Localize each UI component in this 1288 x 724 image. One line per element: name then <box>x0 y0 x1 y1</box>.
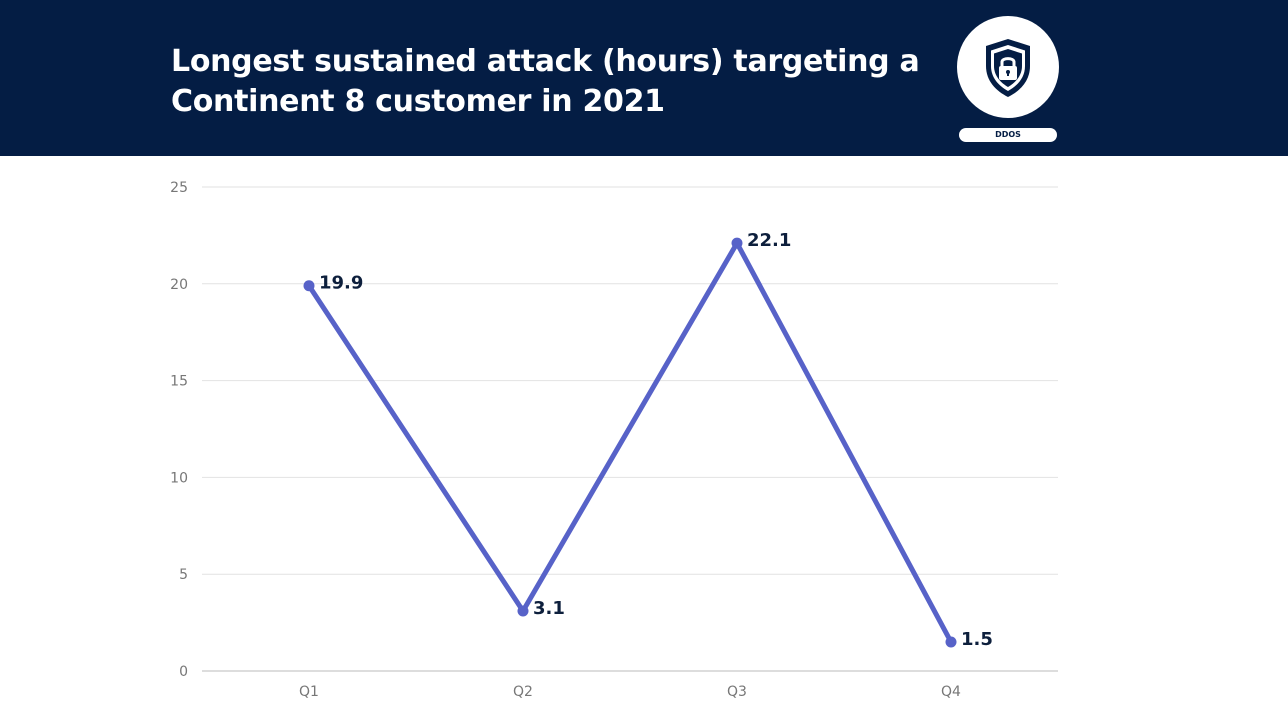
data-point <box>731 237 743 249</box>
x-tick-label: Q3 <box>727 684 747 700</box>
x-tick-label: Q1 <box>299 684 319 700</box>
badge-label: DDOS <box>959 128 1057 142</box>
header-banner: Longest sustained attack (hours) targeti… <box>0 0 1288 156</box>
y-tick-label: 5 <box>179 567 188 583</box>
y-tick-label: 10 <box>170 470 188 486</box>
y-tick-label: 15 <box>170 374 188 390</box>
data-point <box>517 605 529 617</box>
data-label: 22.1 <box>747 230 791 251</box>
y-tick-label: 20 <box>170 277 188 293</box>
shield-lock-icon <box>986 39 1030 97</box>
data-point <box>303 280 315 292</box>
data-label: 19.9 <box>319 273 363 294</box>
y-tick-label: 25 <box>170 180 188 196</box>
series-line <box>306 240 954 645</box>
data-label: 1.5 <box>961 629 993 650</box>
title-line-2: Continent 8 customer in 2021 <box>171 84 665 119</box>
y-tick-label: 0 <box>179 664 188 680</box>
ddos-badge <box>957 16 1059 118</box>
data-point <box>945 636 957 648</box>
x-tick-label: Q4 <box>941 684 961 700</box>
title-line-1: Longest sustained attack (hours) targeti… <box>171 44 920 79</box>
chart-title: Longest sustained attack (hours) targeti… <box>171 42 931 122</box>
data-label: 3.1 <box>533 598 565 619</box>
x-tick-label: Q2 <box>513 684 533 700</box>
